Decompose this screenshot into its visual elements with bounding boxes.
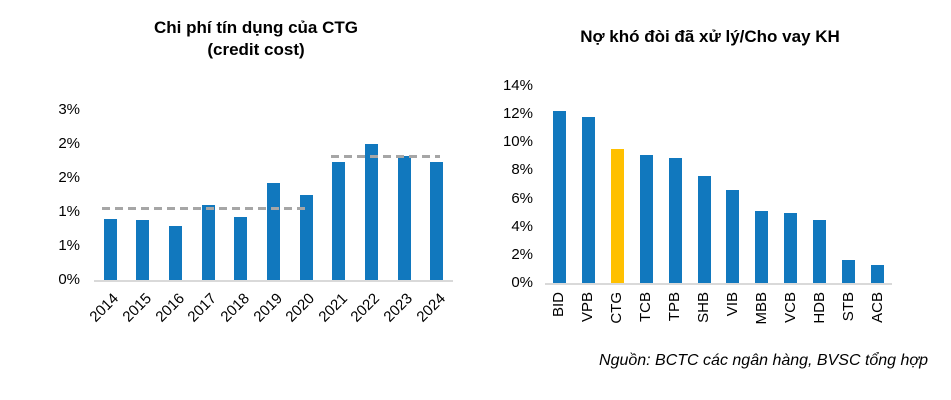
y-axis-tick-label: 3% xyxy=(58,101,80,118)
y-axis-tick-label: 1% xyxy=(58,203,80,220)
bar-2018 xyxy=(234,216,248,280)
bar-SHB xyxy=(697,176,711,283)
x-axis-label-SHB: SHB xyxy=(695,292,713,323)
y-axis-tick-label: 10% xyxy=(502,133,533,151)
x-axis-label-VPB: VPB xyxy=(579,292,597,323)
x-axis-label-STB: STB xyxy=(839,292,857,322)
bad-debt-chart-title-line1: Nợ khó đòi đã xử lý/Cho vay KH xyxy=(580,27,840,46)
y-axis-tick-label: 4% xyxy=(511,217,533,235)
x-axis-label-CTG: CTG xyxy=(608,292,626,324)
x-axis-label-MBB: MBB xyxy=(752,292,770,325)
bar-2015 xyxy=(136,220,150,280)
x-axis-label-BID: BID xyxy=(550,292,568,318)
x-axis-label-VCB: VCB xyxy=(781,292,799,323)
bar-VIB xyxy=(726,190,740,283)
credit-cost-chart-title-line1: Chi phí tín dụng của CTG xyxy=(154,18,358,37)
bar-VCB xyxy=(784,212,798,283)
average-line xyxy=(330,154,440,158)
bar-VPB xyxy=(581,116,595,283)
y-axis-tick-label: 1% xyxy=(58,237,80,254)
x-axis-label-TCB: TCB xyxy=(637,292,655,322)
credit-cost-chart-title-line2: (credit cost) xyxy=(207,40,305,59)
y-axis-tick-label: 2% xyxy=(58,135,80,152)
x-axis-line xyxy=(94,280,453,282)
bar-2022 xyxy=(364,144,378,280)
y-axis-tick-label: 14% xyxy=(502,77,533,94)
bar-2019 xyxy=(267,182,280,280)
y-axis-tick-label: 6% xyxy=(511,189,533,207)
bar-2017 xyxy=(201,205,215,280)
y-axis-tick-label: 0% xyxy=(511,274,533,291)
bar-2016 xyxy=(169,225,183,280)
y-axis-tick-label: 2% xyxy=(58,169,80,186)
source-note: Nguồn: BCTC các ngân hàng, BVSC tổng hợp xyxy=(599,352,928,369)
x-axis-line xyxy=(545,283,892,285)
y-axis-tick-label: 0% xyxy=(58,271,80,288)
bad-debt-chart-title: Nợ khó đòi đã xử lý/Cho vay KH xyxy=(490,26,930,48)
x-axis-label-HDB: HDB xyxy=(810,292,828,324)
bar-TCB xyxy=(639,154,653,283)
bar-HDB xyxy=(813,219,827,283)
x-axis-label-VIB: VIB xyxy=(723,292,741,317)
credit-cost-chart-title: Chi phí tín dụng của CTG (credit cost) xyxy=(40,17,472,61)
bar-TPB xyxy=(668,157,682,283)
y-axis-tick-label: 2% xyxy=(511,245,533,263)
x-axis-label-TPB: TPB xyxy=(666,292,684,322)
average-line xyxy=(102,207,310,211)
x-axis-label-ACB: ACB xyxy=(868,292,886,323)
bar-2023 xyxy=(397,156,411,280)
bar-2021 xyxy=(332,162,346,280)
bar-2024 xyxy=(430,161,444,280)
y-axis-tick-label: 8% xyxy=(511,161,533,179)
bar-STB xyxy=(842,259,856,283)
bar-MBB xyxy=(755,211,769,283)
bar-ACB xyxy=(871,265,885,283)
bar-CTG xyxy=(610,149,624,283)
bar-2014 xyxy=(103,218,117,280)
y-axis-tick-label: 12% xyxy=(502,105,533,123)
bar-BID xyxy=(552,111,566,283)
bar-2020 xyxy=(299,195,313,280)
